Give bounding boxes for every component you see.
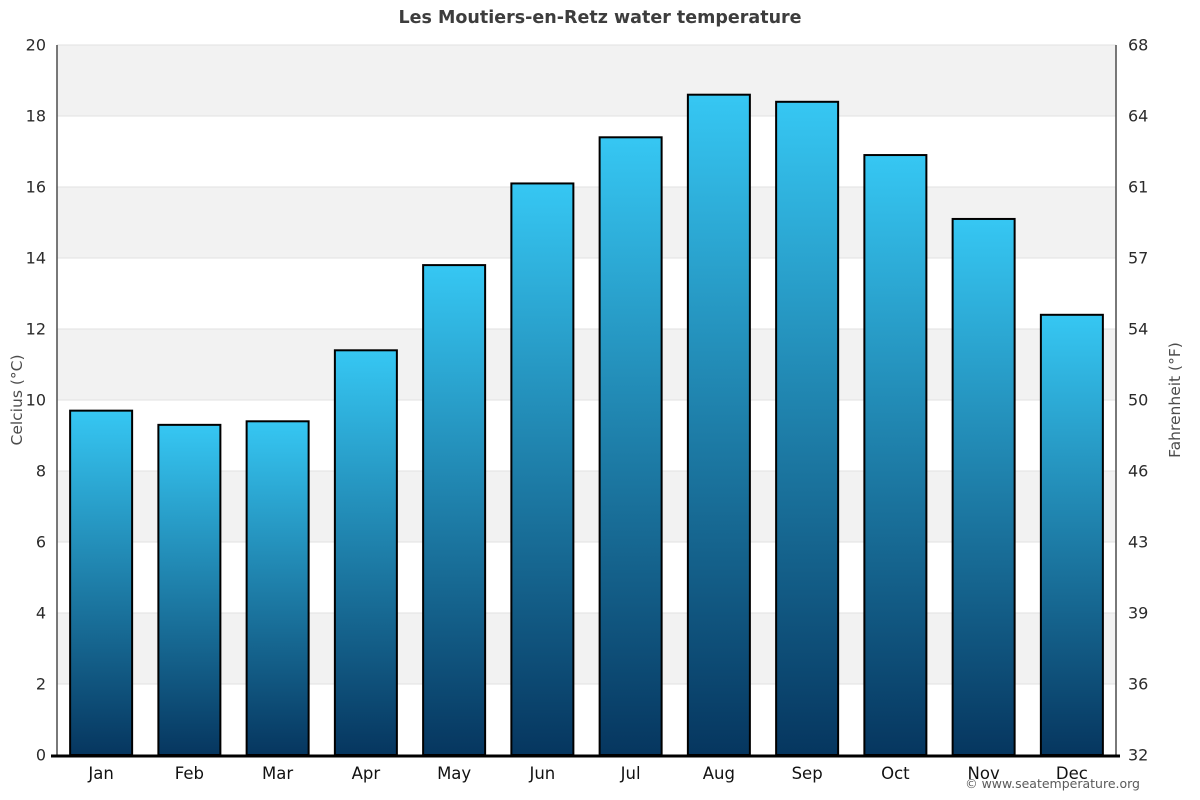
bar-may[interactable]	[422, 264, 487, 756]
x-tick-may: May	[437, 764, 471, 783]
y-tick-fahrenheit-64: 64	[1128, 107, 1148, 126]
y-tick-celsius-4: 4	[36, 604, 46, 623]
y-tick-celsius-8: 8	[36, 462, 46, 481]
y-tick-fahrenheit-36: 36	[1128, 675, 1148, 694]
y-tick-celsius-20: 20	[26, 36, 46, 55]
plot-band	[57, 329, 1116, 400]
plot-band	[57, 187, 1116, 258]
x-tick-oct: Oct	[881, 764, 910, 783]
plot-band	[57, 613, 1116, 684]
bar-jun[interactable]	[510, 182, 575, 756]
plot-band	[57, 471, 1116, 542]
bar-nov[interactable]	[951, 217, 1016, 756]
y-tick-celsius-14: 14	[26, 249, 46, 268]
y-tick-celsius-10: 10	[26, 391, 46, 410]
copyright-text: © www.seatemperature.org	[965, 776, 1140, 791]
bar-oct[interactable]	[863, 154, 928, 757]
x-tick-feb: Feb	[175, 764, 204, 783]
chart-title: Les Moutiers-en-Retz water temperature	[398, 8, 802, 28]
bar-feb[interactable]	[157, 423, 222, 756]
y-tick-fahrenheit-43: 43	[1128, 533, 1148, 552]
y-tick-fahrenheit-46: 46	[1128, 462, 1148, 481]
y-tick-fahrenheit-54: 54	[1128, 320, 1148, 339]
y-tick-fahrenheit-61: 61	[1128, 178, 1148, 197]
x-axis-line	[51, 754, 1120, 758]
bar-mar[interactable]	[245, 420, 310, 756]
y-tick-fahrenheit-57: 57	[1128, 249, 1148, 268]
plot-band	[57, 45, 1116, 116]
y-tick-fahrenheit-32: 32	[1128, 746, 1148, 765]
x-tick-jul: Jul	[620, 764, 641, 783]
y-tick-celsius-16: 16	[26, 178, 46, 197]
bar-dec[interactable]	[1039, 313, 1104, 756]
x-tick-jun: Jun	[528, 764, 555, 783]
y-tick-celsius-6: 6	[36, 533, 46, 552]
y-tick-celsius-0: 0	[36, 746, 46, 765]
y-tick-fahrenheit-39: 39	[1128, 604, 1148, 623]
bar-apr[interactable]	[333, 349, 398, 756]
x-tick-dec: Dec	[1056, 764, 1088, 783]
y-tick-fahrenheit-50: 50	[1128, 391, 1148, 410]
bar-sep[interactable]	[775, 100, 840, 757]
x-tick-aug: Aug	[703, 764, 735, 783]
x-tick-apr: Apr	[352, 764, 381, 783]
x-tick-mar: Mar	[262, 764, 293, 783]
x-tick-sep: Sep	[792, 764, 823, 783]
y-tick-celsius-18: 18	[26, 107, 46, 126]
x-tick-jan: Jan	[87, 764, 113, 783]
y-tick-celsius-12: 12	[26, 320, 46, 339]
bar-aug[interactable]	[686, 93, 751, 756]
bar-jul[interactable]	[598, 136, 663, 757]
y-tick-fahrenheit-68: 68	[1128, 36, 1148, 55]
bar-jan[interactable]	[69, 409, 134, 756]
y-tick-celsius-2: 2	[36, 675, 46, 694]
x-tick-nov: Nov	[968, 764, 1000, 783]
